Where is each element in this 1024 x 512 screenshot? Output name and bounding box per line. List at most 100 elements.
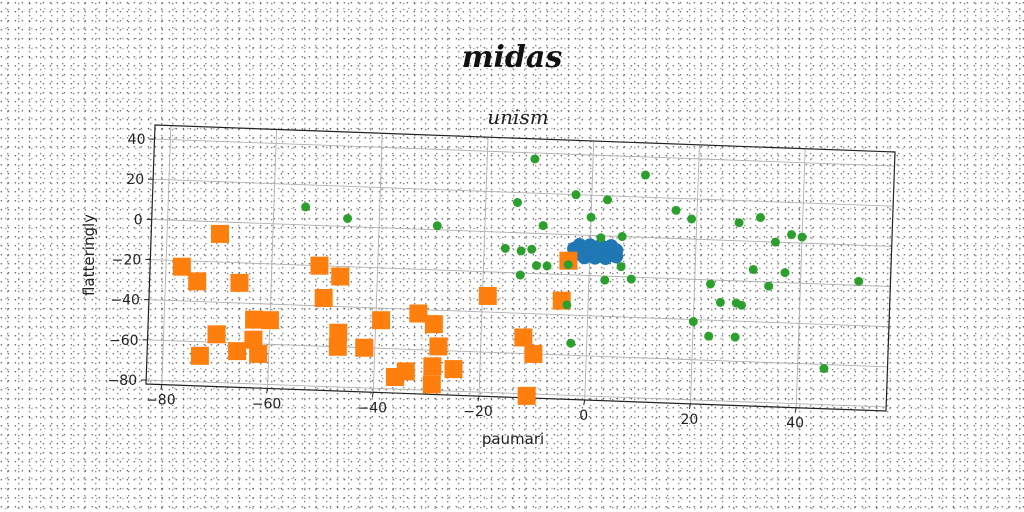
data-point-circle — [301, 202, 311, 212]
x-tick-mark — [266, 388, 269, 394]
series-0 — [566, 238, 624, 266]
data-point-square — [228, 342, 247, 361]
data-point-circle — [542, 261, 552, 271]
data-point-circle — [705, 279, 715, 289]
data-point-square — [230, 273, 249, 292]
y-tick-label: 0 — [134, 212, 143, 228]
data-point-circle — [764, 281, 774, 291]
y-grid-line — [154, 138, 895, 167]
data-point-square — [429, 337, 448, 356]
data-point-square — [249, 344, 268, 363]
data-point-circle — [704, 331, 714, 341]
data-point-circle — [531, 261, 541, 271]
y-grid-line — [148, 299, 889, 328]
x-grid-line — [795, 148, 806, 408]
data-point-circle — [616, 262, 626, 272]
data-point-circle — [734, 218, 744, 228]
chart-title: unism — [487, 105, 548, 129]
data-point-circle — [780, 268, 790, 278]
y-tick-label: −40 — [110, 293, 140, 309]
data-point-circle — [688, 317, 698, 327]
data-point-circle — [736, 300, 746, 310]
data-point-circle — [671, 205, 681, 215]
data-point-circle — [787, 230, 797, 240]
data-point-square — [424, 315, 443, 334]
data-point-square — [207, 325, 226, 344]
x-grid-line — [161, 125, 172, 385]
x-tick-label: 0 — [579, 408, 588, 424]
data-point-square — [423, 357, 442, 376]
data-point-circle — [562, 300, 572, 310]
data-point-circle — [343, 213, 353, 223]
x-tick-label: −40 — [358, 400, 388, 416]
x-tick-mark — [160, 384, 163, 390]
y-axis-ticks: 40 20 0 −20 −40 −60 −80 — [108, 132, 155, 389]
data-point-circle — [563, 260, 573, 270]
x-tick-mark — [371, 392, 374, 398]
x-tick-label: −60 — [252, 396, 282, 412]
x-axis-ticks: −80 −60 −40 −20 0 20 40 — [146, 384, 804, 432]
y-grid-line — [153, 178, 894, 207]
series-1 — [172, 224, 578, 405]
data-point-square — [211, 224, 230, 243]
data-point-circle — [583, 240, 598, 255]
data-point-circle — [512, 198, 522, 208]
data-point-circle — [600, 275, 610, 285]
data-point-square — [172, 257, 191, 276]
x-tick-mark — [583, 399, 586, 406]
data-point-square — [190, 346, 209, 365]
data-point-square — [409, 304, 428, 323]
data-points — [172, 154, 864, 405]
grid-lines — [146, 125, 895, 408]
data-point-circle — [730, 332, 740, 342]
y-grid-line — [151, 218, 892, 247]
data-point-circle — [617, 232, 627, 242]
data-point-square — [355, 338, 374, 357]
data-point-circle — [516, 246, 526, 256]
data-point-square — [188, 272, 207, 291]
data-point-square — [245, 310, 264, 329]
data-point-square — [517, 386, 536, 405]
data-point-circle — [538, 221, 548, 231]
x-tick-label: −20 — [463, 404, 493, 420]
y-grid-line — [146, 379, 887, 408]
data-point-circle — [593, 248, 608, 263]
data-point-circle — [527, 244, 537, 254]
y-grid-line — [147, 339, 888, 368]
y-tick-label: −20 — [112, 253, 142, 269]
data-point-square — [385, 368, 404, 387]
x-tick-mark — [794, 407, 797, 413]
x-axis-label: paumari — [482, 430, 544, 448]
y-tick-label: 20 — [126, 172, 144, 188]
data-point-square — [444, 360, 463, 379]
data-point-circle — [515, 270, 525, 280]
data-point-circle — [626, 274, 636, 284]
data-point-circle — [566, 338, 576, 348]
data-point-square — [329, 323, 348, 342]
data-point-square — [372, 311, 391, 330]
x-grid-line — [372, 133, 383, 393]
data-point-circle — [500, 243, 510, 253]
data-point-square — [328, 337, 347, 356]
data-point-square — [422, 375, 441, 394]
data-point-circle — [715, 297, 725, 307]
data-point-circle — [432, 221, 442, 231]
y-tick-label: 40 — [128, 132, 146, 148]
data-point-circle — [609, 249, 624, 264]
data-point-circle — [640, 170, 650, 180]
data-point-circle — [596, 233, 606, 243]
data-point-circle — [748, 264, 758, 274]
data-point-circle — [755, 212, 765, 222]
x-grid-line — [267, 129, 278, 389]
y-tick-label: −80 — [108, 373, 138, 389]
x-tick-mark — [688, 403, 691, 409]
data-point-circle — [687, 214, 697, 224]
data-point-square — [514, 328, 533, 347]
data-point-circle — [603, 195, 613, 205]
data-point-square — [478, 286, 497, 305]
data-point-square — [260, 311, 279, 330]
x-tick-label: 40 — [786, 416, 804, 432]
y-axis-label: flatteringly — [80, 214, 98, 296]
plot-frame — [145, 124, 896, 412]
